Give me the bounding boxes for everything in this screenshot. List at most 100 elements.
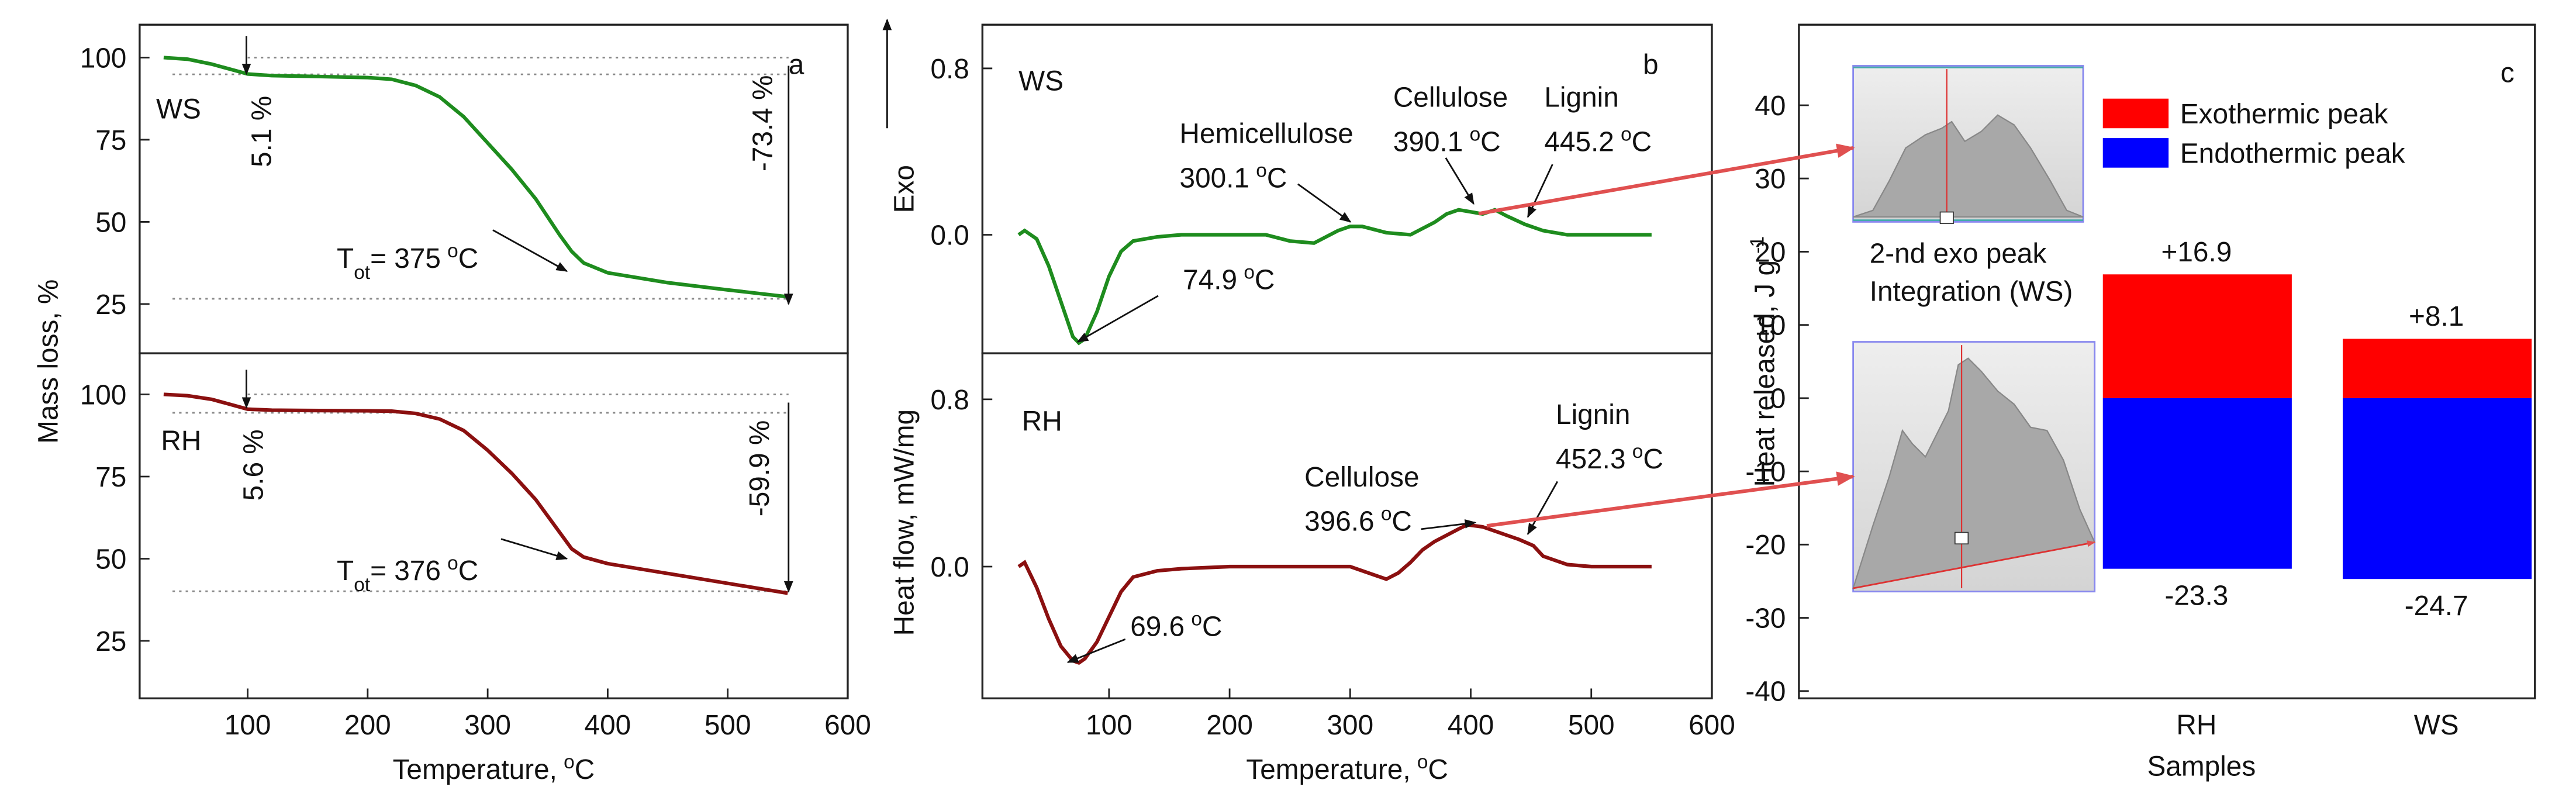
peak-temp-part: o: [1632, 440, 1643, 462]
peak-temp: 452.3 oC: [1556, 440, 1663, 475]
line-series: [1017, 523, 1652, 665]
y-tick-label: 40: [1755, 91, 1786, 122]
x-tick-label: 200: [1206, 710, 1253, 741]
onset-label: Tot= 376 oC: [337, 552, 478, 595]
onset-label-part: T: [337, 556, 354, 586]
x-tick-label: 300: [1327, 710, 1373, 741]
exo-label: Exo: [889, 165, 920, 213]
y-tick-label: 25: [95, 289, 126, 320]
peak-temp-part: C: [1480, 127, 1500, 158]
value-label: -24.7: [2405, 591, 2468, 622]
x-tick-label: 300: [464, 710, 511, 741]
x-axis-label: Temperature, oC: [393, 751, 595, 786]
legend-label: Endothermic peak: [2180, 138, 2405, 169]
plot-frame: [981, 23, 1713, 354]
plot-frame: [981, 352, 1713, 700]
legend-label: Exothermic peak: [2180, 99, 2388, 130]
x-axis-label-part: o: [1417, 751, 1428, 773]
loss-label: 5.6 %: [239, 429, 270, 501]
line-series: [163, 56, 788, 299]
loss-label: -59.9 %: [744, 420, 775, 517]
line-series: [1017, 208, 1652, 346]
y-tick-label: 75: [95, 125, 126, 156]
y-tick-label: -30: [1745, 603, 1786, 634]
peak-temp-part: o: [1256, 160, 1267, 181]
y-tick-label: 0: [1770, 384, 1786, 415]
y-tick-label: 50: [95, 207, 126, 238]
onset-label-part: T: [337, 243, 354, 274]
onset-label-part: ot: [354, 574, 371, 595]
arrow: [1076, 295, 1159, 343]
y-tick-label: -10: [1745, 457, 1786, 488]
x-tick-label: 400: [585, 710, 631, 741]
peak-name: Cellulose: [1304, 462, 1419, 493]
x-tick-label: 500: [705, 710, 751, 741]
peak-temp-part: o: [1244, 261, 1255, 283]
peak-temp: 396.6 oC: [1304, 503, 1412, 537]
inset-bottom: [1852, 341, 2096, 593]
line-series: [163, 392, 788, 595]
onset-label: Tot= 375 oC: [337, 240, 478, 284]
peak-temp: 74.9 oC: [1183, 261, 1275, 296]
y-tick-label: 30: [1755, 164, 1786, 195]
inset-text: 2-nd exo peak: [1870, 239, 2047, 270]
panel-label: c: [2501, 58, 2515, 89]
arrow: [492, 229, 568, 272]
loss-label: -73.4 %: [748, 75, 779, 172]
peak-temp: 300.1 oC: [1180, 160, 1287, 194]
onset-label-part: = 375: [370, 243, 441, 274]
peak-temp-part: o: [1381, 503, 1392, 525]
peak-temp-part: C: [1391, 506, 1411, 537]
y-axis-label: Mass loss, %: [33, 280, 64, 444]
peak-temp-part: 396.6: [1304, 506, 1375, 537]
y-tick-label: 25: [95, 626, 126, 657]
x-tick-label: 100: [1086, 710, 1132, 741]
x-tick-label: 500: [1568, 710, 1615, 741]
y-tick-label: 100: [80, 43, 127, 74]
plot-frame: [139, 352, 849, 700]
value-label: +8.1: [2409, 301, 2464, 332]
x-tick-label: 100: [225, 710, 271, 741]
y-tick-label: 0.8: [930, 385, 969, 416]
y-tick-label: 0.0: [930, 552, 969, 583]
peak-temp-part: 445.2: [1544, 127, 1614, 158]
bar: [2102, 398, 2292, 569]
x-axis-label-part: C: [1428, 754, 1448, 785]
x-tick-label: 600: [1688, 710, 1735, 741]
onset-label-part: = 376: [370, 556, 441, 586]
arrow: [1421, 519, 1477, 530]
onset-label-part: ot: [354, 262, 371, 284]
x-tick-label: 200: [344, 710, 391, 741]
peak-temp-part: 69.6: [1130, 612, 1185, 643]
x-tick-label: 600: [824, 710, 871, 741]
peak-temp-part: C: [1267, 163, 1287, 194]
peak-temp-part: 300.1: [1180, 163, 1250, 194]
peak-temp-part: 452.3: [1556, 444, 1626, 475]
series-label: WS: [156, 94, 201, 125]
peak-temp: 445.2 oC: [1544, 123, 1652, 158]
arrow: [1297, 183, 1352, 223]
peak-temp-part: 74.9: [1183, 265, 1237, 296]
y-tick-label: 10: [1755, 310, 1786, 341]
peak-temp-part: C: [1632, 127, 1652, 158]
loss-label: 5.1 %: [247, 96, 278, 167]
bar: [2342, 398, 2532, 579]
y-axis-label-part: -1: [1746, 236, 1768, 254]
arrow: [1445, 157, 1475, 205]
arrow: [1478, 143, 1855, 216]
plot-frame: [1798, 23, 2536, 700]
onset-label-part: C: [458, 556, 478, 586]
legend-swatch: [2102, 138, 2169, 168]
x-tick-label: 400: [1448, 710, 1494, 741]
y-axis-label-part: Heat released, J g: [1750, 260, 1781, 487]
onset-label-part: C: [458, 243, 478, 274]
series-label: WS: [1018, 66, 1063, 97]
series-label: RH: [161, 426, 201, 457]
y-tick-label: 20: [1755, 237, 1786, 268]
value-label: +16.9: [2161, 237, 2232, 268]
peak-temp-part: o: [1191, 608, 1202, 630]
y-tick-label: 0.0: [930, 220, 969, 251]
onset-label-part: o: [447, 552, 458, 574]
series-label: RH: [1022, 406, 1062, 437]
